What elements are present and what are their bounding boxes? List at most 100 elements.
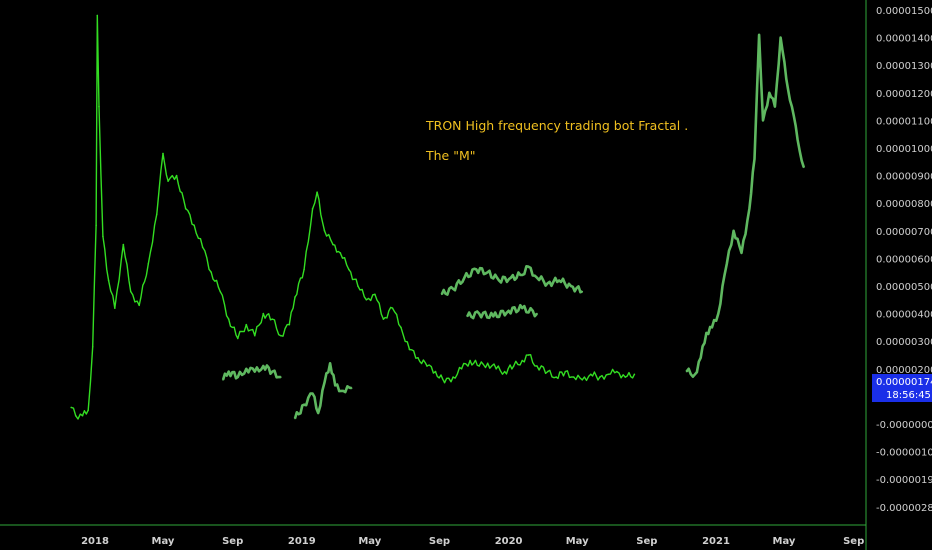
annotation-title: TRON High frequency trading bot Fractal … <box>425 118 688 133</box>
series-0-point-56 <box>495 368 497 370</box>
series-0-point-23 <box>219 290 222 293</box>
x-tick-label: May <box>152 536 175 547</box>
time-axis[interactable]: 2018 May Sep 2019 May Sep 2020 May Sep 2021 May Sep <box>0 0 867 550</box>
series-0-point-12 <box>129 290 132 293</box>
price-axis[interactable]: 0.00001500 0.00001400 0.00001300 0.00001200… <box>876 6 932 514</box>
series-5-point-16 <box>785 78 788 80</box>
y-tick-label: 0.00001100 <box>876 116 932 127</box>
series-0-point-28 <box>262 312 265 315</box>
series-3-point-2 <box>236 376 239 378</box>
series-0-point-22 <box>210 271 212 274</box>
series-5-point-9 <box>748 207 751 210</box>
series-1-point-8 <box>527 265 530 268</box>
series-1-point-12 <box>570 285 572 287</box>
y-tick-label: 0.00000800 <box>876 199 932 210</box>
series-0-point-72 <box>633 373 636 376</box>
series-1-point-11 <box>558 279 560 282</box>
series-0-point-2 <box>81 414 84 417</box>
series-3-point-6 <box>271 370 274 373</box>
y-tick-label: -0.00000280 <box>876 503 932 514</box>
series-line-3 <box>221 364 281 381</box>
series-1-point-4 <box>486 271 489 274</box>
price-badge-countdown: 18:56:45 <box>886 390 931 401</box>
y-tick-label: -0.00000190 <box>876 475 932 486</box>
series-0-point-0 <box>70 406 73 409</box>
series-3-point-7 <box>280 376 282 378</box>
price-badge-value: 0.00000174 <box>876 377 932 388</box>
series-line-5 <box>685 33 806 378</box>
series-0-point-4 <box>91 345 94 348</box>
series-3-point-0 <box>222 379 224 381</box>
series-0-point-3 <box>87 409 90 412</box>
series-0-point-46 <box>408 348 411 351</box>
series-5-point-11 <box>758 34 760 36</box>
series-0-point-21 <box>201 246 204 249</box>
series-0-point-14 <box>147 263 150 265</box>
series-4-point-3 <box>317 412 320 414</box>
y-tick-label: 0.00000600 <box>876 254 932 265</box>
series-2-point-5 <box>536 312 538 315</box>
series-0-point-60 <box>527 354 530 356</box>
series-5-point-5 <box>717 312 720 315</box>
series-0-point-39 <box>348 268 350 271</box>
y-tick-label: 0.00000400 <box>876 310 932 321</box>
x-tick-label: 2021 <box>702 536 730 547</box>
series-0-point-42 <box>374 293 376 296</box>
series-2-point-3 <box>507 310 510 312</box>
series-0-point-62 <box>546 370 549 373</box>
series-0-point-48 <box>426 365 428 367</box>
series-1-point-13 <box>581 290 584 293</box>
series-2-point-2 <box>492 315 495 318</box>
series-0-point-55 <box>486 362 489 365</box>
series-1-point-9 <box>536 276 538 279</box>
series-0-point-66 <box>581 379 584 381</box>
series-0-point-40 <box>357 285 359 287</box>
series-0-point-67 <box>589 373 592 376</box>
series-4-point-5 <box>329 362 331 365</box>
x-tick-label: May <box>566 536 589 547</box>
x-tick-label: 2020 <box>495 536 523 547</box>
series-5-point-10 <box>753 158 756 160</box>
series-4-point-7 <box>342 390 344 392</box>
x-tick-label: Sep <box>429 536 450 547</box>
series-5-point-18 <box>796 138 799 141</box>
series-0-point-61 <box>536 365 538 367</box>
series-1-point-3 <box>475 268 478 271</box>
series-0-point-58 <box>512 365 515 367</box>
series-3-point-5 <box>262 365 265 367</box>
series-0-point-31 <box>288 323 291 326</box>
series-2-point-0 <box>466 315 469 318</box>
series-0-point-52 <box>460 368 463 370</box>
series-layer <box>70 14 806 420</box>
series-0-point-8 <box>102 235 104 238</box>
series-5-point-14 <box>774 105 776 108</box>
series-0-point-59 <box>521 359 524 362</box>
series-0-point-37 <box>332 243 334 246</box>
series-3-point-4 <box>253 370 256 373</box>
y-tick-label: 0.00000700 <box>876 227 932 238</box>
series-0-point-49 <box>434 370 437 373</box>
x-tick-label: Sep <box>222 536 243 547</box>
series-0-point-51 <box>452 376 454 378</box>
y-tick-label: -0.00000100 <box>876 448 932 459</box>
series-5-point-2 <box>699 356 702 359</box>
series-1-point-10 <box>546 282 549 285</box>
series-5-point-12 <box>762 119 764 122</box>
series-0-point-27 <box>253 334 256 337</box>
y-tick-label: 0.00001000 <box>876 144 932 155</box>
series-0-point-9 <box>107 279 110 282</box>
series-0-point-33 <box>303 268 305 271</box>
series-0-point-35 <box>316 191 318 193</box>
series-5-point-8 <box>740 252 743 254</box>
y-tick-label: 0.00000900 <box>876 172 932 183</box>
y-tick-label: -0.00000000 <box>876 420 932 431</box>
series-0-point-10 <box>114 307 116 309</box>
series-0-point-18 <box>175 174 178 177</box>
series-0-point-11 <box>122 243 125 246</box>
series-5-point-0 <box>685 370 688 373</box>
series-0-point-43 <box>382 318 385 320</box>
series-0-point-13 <box>138 304 140 307</box>
series-0-point-53 <box>469 359 471 362</box>
price-badge: 0.00000174 18:56:45 <box>872 374 932 402</box>
